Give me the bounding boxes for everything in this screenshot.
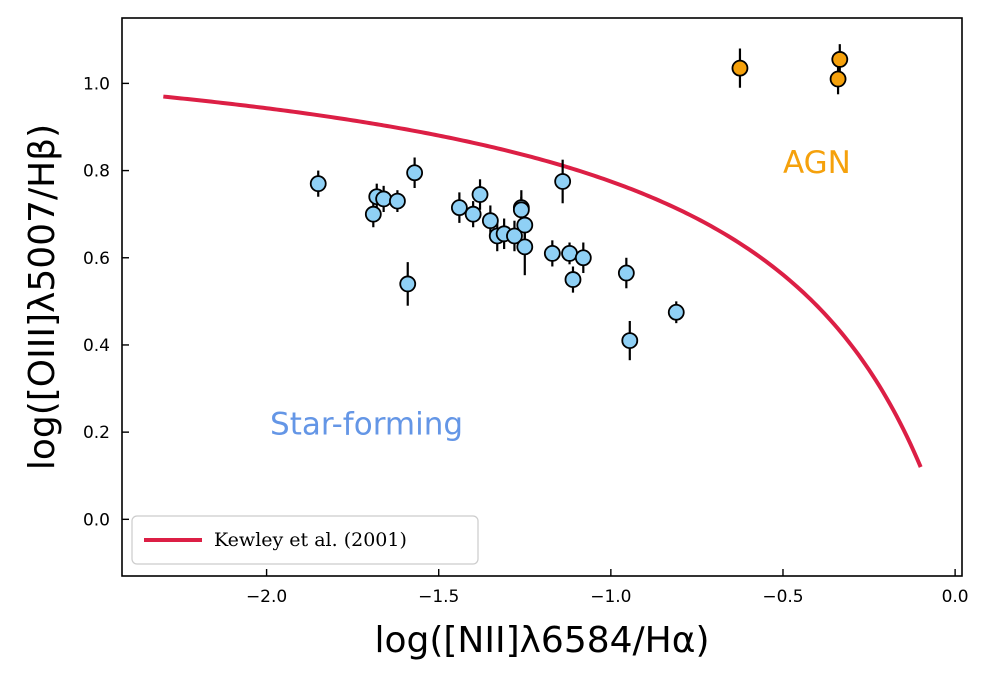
star-forming-point — [617, 264, 635, 282]
y-tick-label: 0.2 — [83, 423, 110, 443]
star-forming-region-label: Star-forming — [270, 406, 463, 442]
x-tick-label: −1.0 — [590, 587, 631, 607]
x-tick-label: −1.5 — [418, 587, 459, 607]
agn-point — [731, 59, 749, 77]
star-forming-point — [561, 245, 578, 262]
legend-label-kewley: Kewley et al. (2001) — [214, 529, 407, 551]
y-tick-label: 0.6 — [83, 249, 110, 269]
y-tick-label: 0.0 — [83, 510, 110, 530]
x-tick-label: −2.0 — [246, 587, 287, 607]
star-forming-point — [471, 186, 489, 203]
y-tick-label: 1.0 — [83, 74, 110, 94]
star-forming-point — [464, 205, 482, 223]
star-forming-point — [389, 192, 406, 210]
legend-box — [131, 515, 479, 565]
star-forming-point — [543, 245, 561, 262]
agn-region-label: AGN — [783, 145, 851, 181]
y-tick-label: 0.4 — [83, 336, 110, 356]
star-forming-point — [516, 216, 534, 234]
kewley-curve — [163, 94, 923, 468]
star-forming-point — [399, 275, 417, 293]
star-forming-point — [450, 199, 468, 217]
y-tick-label: 0.8 — [83, 162, 110, 182]
agn-point — [831, 51, 849, 68]
star-forming-point — [309, 175, 327, 193]
star-forming-point — [667, 303, 685, 321]
star-forming-point — [512, 201, 530, 219]
plot-frame — [121, 17, 963, 577]
star-forming-point — [621, 332, 639, 349]
y-axis-label: log([OIII]λ5007/Hβ) — [22, 124, 63, 470]
star-forming-point — [406, 164, 424, 182]
star-forming-point — [375, 190, 393, 208]
x-tick-label: 0.0 — [942, 587, 969, 607]
star-forming-point — [564, 271, 582, 288]
agn-point — [829, 70, 847, 88]
star-forming-point — [554, 173, 572, 190]
x-axis-label: log([NII]λ6584/Hα) — [374, 620, 709, 661]
star-forming-point — [574, 249, 592, 267]
legend: Kewley et al. (2001) — [131, 515, 479, 565]
star-forming-point — [506, 227, 523, 245]
star-forming-point — [364, 205, 382, 223]
star-forming-point — [481, 212, 499, 230]
star-forming-point — [516, 238, 534, 256]
x-tick-label: −0.5 — [762, 587, 803, 607]
